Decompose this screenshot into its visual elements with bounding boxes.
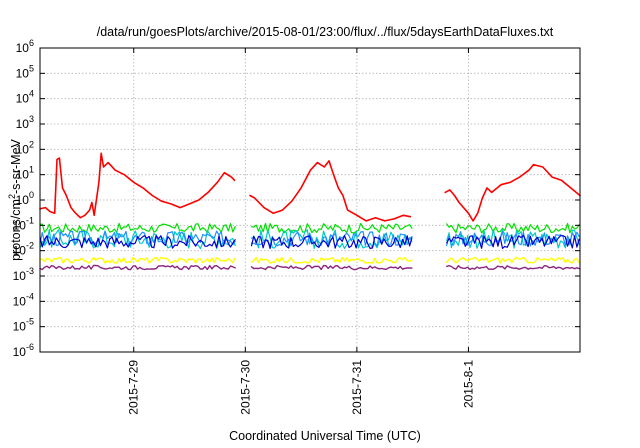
flux-series-1 (39, 152, 581, 222)
flux-series-2 (39, 222, 580, 234)
x-tick-label: 2015-7-30 (238, 360, 252, 415)
x-tick-label: 2015-7-31 (350, 360, 364, 415)
y-tick-label: 10-1 (13, 215, 34, 232)
plot-frame (39, 47, 581, 353)
y-tick-label: 100 (16, 190, 34, 207)
x-axis-label: Coordinated Universal Time (UTC) (229, 429, 421, 443)
y-tick-label: 106 (16, 38, 34, 55)
y-tick-label: 101 (16, 165, 34, 182)
y-tick-label: 10-6 (13, 342, 34, 359)
series-group (39, 152, 581, 271)
y-axis-label: protons/cm2-s-sr-MeV (7, 138, 23, 260)
flux-series-7 (39, 264, 580, 271)
flux-series-5 (39, 234, 580, 250)
y-tick-label: 10-5 (13, 317, 34, 334)
x-tick-label: 2015-7-29 (127, 360, 141, 415)
y-tick-label: 10-3 (13, 266, 34, 283)
y-tick-label: 10-2 (13, 241, 34, 258)
y-tick-label: 104 (16, 89, 34, 106)
y-tick-label: 102 (16, 139, 34, 156)
y-tick-label: 105 (16, 63, 34, 80)
y-tick-label: 103 (16, 114, 34, 131)
y-axis-label-prefix: protons/cm (9, 199, 23, 261)
grid (40, 48, 580, 352)
flux-series-6 (39, 256, 580, 264)
x-tick-label: 2015-8-1 (461, 360, 475, 408)
y-tick-label: 10-4 (13, 291, 34, 308)
axes: 10-6 10-5 10-4 10-3 10-2 10-1 100 101 102 103 104 1… (13, 38, 581, 415)
y-axis-label-suffix: -s-sr-MeV (9, 138, 23, 194)
chart-title: /data/run/goesPlots/archive/2015-08-01/2… (97, 25, 554, 39)
y-axis-label-sup: 2 (7, 194, 17, 199)
